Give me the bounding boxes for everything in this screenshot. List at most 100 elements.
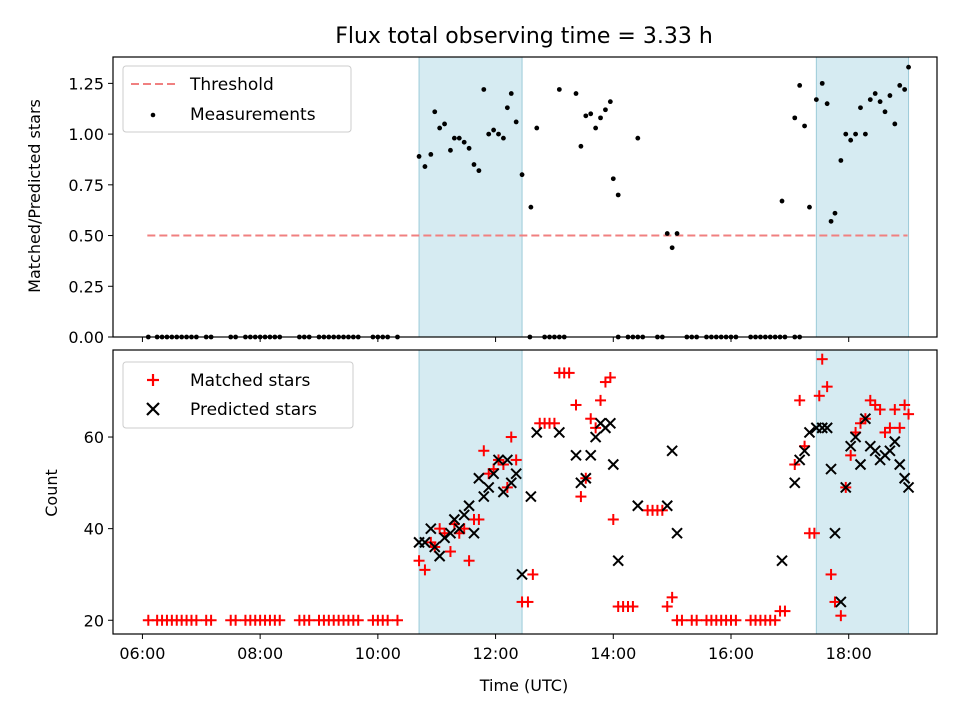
matched-star-marker (548, 417, 560, 429)
x-stroke (661, 500, 673, 512)
predicted-star-marker (448, 513, 461, 526)
measurement-point (528, 204, 534, 210)
matched-star-marker (274, 614, 286, 626)
predicted-star-marker (798, 445, 811, 457)
bottom-panel: Count Time (UTC) 20 40 60 06:00 08:00 10:00 1… (42, 349, 938, 695)
matched-star-marker (884, 422, 896, 434)
x-stroke (835, 596, 847, 608)
predicted-star-marker (902, 481, 915, 494)
matched-star-marker (230, 614, 242, 626)
predicted-star-marker (444, 527, 457, 539)
bottom-axes-frame (112, 349, 938, 635)
predicted-star-marker (803, 426, 816, 439)
predicted-star-marker (607, 458, 619, 471)
legend-measurements-swatch (150, 112, 156, 118)
predicted-star-marker (525, 490, 537, 503)
measurement-point (519, 172, 525, 178)
x-stroke (898, 472, 911, 484)
matched-star-marker (666, 591, 678, 603)
x-stroke (803, 426, 816, 439)
measurement-point (451, 135, 457, 141)
predicted-star-marker (487, 467, 500, 480)
matched-star-marker (813, 390, 825, 402)
x-stroke (902, 481, 915, 494)
x-stroke (570, 449, 582, 462)
observing-window (418, 349, 523, 635)
matched-star-marker (894, 422, 906, 434)
measurement-point (887, 93, 893, 98)
measurement-point (828, 218, 834, 224)
matched-star-marker (661, 601, 673, 613)
predicted-star-marker (835, 596, 847, 608)
measurement-point (501, 135, 506, 141)
measurement-point (832, 210, 838, 216)
predicted-star-marker (478, 490, 490, 503)
measurement-point (902, 87, 908, 92)
x-stroke (505, 477, 517, 489)
matched-star-marker (607, 513, 619, 525)
y-tick-label: 0.25 (68, 277, 104, 296)
measurement-point (838, 158, 844, 163)
measurement-point (573, 91, 579, 96)
matched-star-marker (563, 367, 575, 379)
matched-star-marker (595, 394, 607, 406)
predicted-star-marker (580, 472, 592, 484)
x-axis-label: Time (UTC) (479, 676, 568, 695)
x-stroke (632, 500, 644, 512)
measurement-point (603, 107, 608, 113)
observing-windows-bottom (418, 349, 910, 635)
observing-windows-top (418, 56, 910, 338)
matched-star-marker (845, 449, 857, 461)
x-stroke (448, 513, 461, 526)
x-stroke (473, 472, 485, 484)
matched-star-marker (413, 555, 425, 567)
measurement-point (882, 109, 888, 115)
x-stroke (884, 445, 896, 457)
y-tick-label: 40 (84, 520, 104, 539)
predicted-star-marker (453, 522, 465, 535)
measurement-point (906, 64, 911, 70)
measurement-point (476, 168, 482, 174)
matched-star-marker (899, 399, 911, 411)
bottom-legend: Matched stars Predicted stars (122, 361, 354, 429)
x-stroke (501, 454, 514, 466)
predicted-star-marker (849, 431, 862, 443)
measurement-point (797, 83, 803, 88)
measurement-point (471, 162, 477, 167)
x-stroke (463, 500, 475, 512)
measurement-point (872, 91, 878, 96)
x-stroke (607, 458, 619, 471)
x-stroke (894, 458, 906, 471)
measurement-point (802, 123, 807, 129)
matched-star-marker (190, 614, 202, 626)
top-y-axis: 0.00 0.25 0.50 0.75 1.00 1.25 (68, 74, 113, 347)
measurement-point (466, 145, 472, 151)
observing-window (418, 56, 523, 338)
measurement-point (858, 105, 863, 111)
predicted-star-marker (898, 472, 911, 484)
measurement-point (848, 137, 854, 143)
matched-star-marker (478, 445, 490, 457)
measurement-point (819, 80, 825, 86)
top-legend: Threshold Measurements (122, 65, 352, 133)
x-stroke (821, 422, 833, 434)
y-tick-label: 0.50 (68, 227, 104, 246)
measurement-point (486, 131, 492, 137)
measurement-point (442, 121, 447, 127)
predicted-star-marker (433, 550, 446, 562)
measurement-point (593, 125, 599, 131)
predicted-star-marker (501, 454, 514, 466)
y-tick-label: 1.25 (68, 74, 104, 93)
predicted-star-marker (889, 435, 901, 448)
measurement-point (843, 131, 849, 137)
x-stroke (468, 527, 480, 539)
x-stroke (525, 490, 537, 503)
matched-star-marker (676, 614, 688, 626)
predicted-star-marker (632, 500, 644, 512)
predicted-star-marker (429, 541, 441, 553)
x-stroke (478, 490, 490, 503)
x-stroke (444, 527, 457, 539)
predicted-star-marker (510, 467, 522, 480)
x-stroke (869, 445, 881, 457)
measurement-point (610, 176, 616, 182)
